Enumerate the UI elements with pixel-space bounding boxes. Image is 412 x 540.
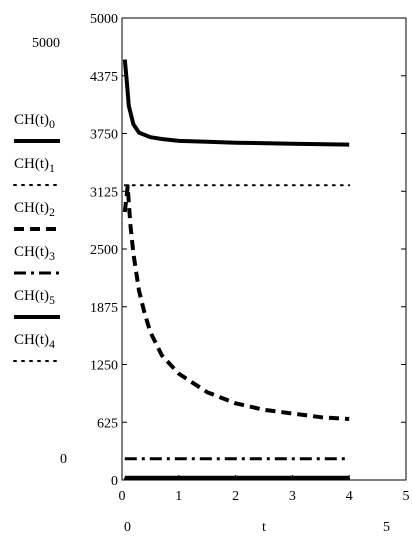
x-tick-label: 1 [175,489,182,504]
x-tick-label: 5 [403,489,410,504]
legend-series-subscript: 2 [49,205,55,219]
legend-label: CH(t)4 [14,332,55,352]
y-tick-label: 5000 [90,12,118,27]
x-tick-label: 3 [289,489,296,504]
legend-label: CH(t)2 [14,200,55,220]
legend-swatch [14,227,60,231]
y-tick-label: 3125 [90,185,118,200]
series-line-0 [122,59,350,147]
legend-item-5: CH(t)5 [12,288,92,334]
corner-label-x-left: 0 [124,520,131,535]
corner-label-x-right: 5 [383,520,390,535]
series-line-2 [122,184,350,421]
legend-label: CH(t)5 [14,288,55,308]
legend-series-name: CH(t) [14,156,49,172]
legend-series-subscript: 5 [49,293,55,307]
legend-series-subscript: 4 [49,337,55,351]
legend-label: CH(t)3 [14,244,55,264]
y-tick-label: 2500 [90,243,118,258]
legend-swatch [14,139,60,143]
x-tick-label: 0 [119,489,126,504]
legend-series-name: CH(t) [14,288,49,304]
legend-swatch [13,184,61,186]
corner-label-y-top: 5000 [32,36,60,51]
legend-series-name: CH(t) [14,112,49,128]
legend-item-4: CH(t)4 [12,332,92,378]
y-tick-label: 4375 [90,70,118,85]
legend-item-2: CH(t)2 [12,200,92,246]
legend-label: CH(t)1 [14,156,55,176]
legend-series-name: CH(t) [14,200,49,216]
legend-item-0: CH(t)0 [12,112,92,158]
y-tick-label: 0 [111,474,118,489]
legend-series-subscript: 1 [49,161,55,175]
x-axis-label: t [262,520,266,535]
legend-series-name: CH(t) [14,332,49,348]
legend-label: CH(t)0 [14,112,55,132]
y-tick-label: 3750 [90,128,118,143]
legend-swatch [14,271,60,275]
corner-label-y-bottom: 0 [60,452,67,467]
legend-swatch [14,315,60,319]
legend-item-3: CH(t)3 [12,244,92,290]
legend-series-subscript: 3 [49,249,55,263]
x-tick-label: 2 [232,489,239,504]
legend-series-subscript: 0 [49,117,55,131]
legend-item-1: CH(t)1 [12,156,92,202]
legend-series-name: CH(t) [14,244,49,260]
y-tick-label: 1875 [90,301,118,316]
y-tick-label: 625 [97,416,118,431]
plot-frame [121,17,407,481]
legend-swatch [13,360,61,362]
x-tick-label: 4 [346,489,353,504]
y-tick-label: 1250 [90,359,118,374]
